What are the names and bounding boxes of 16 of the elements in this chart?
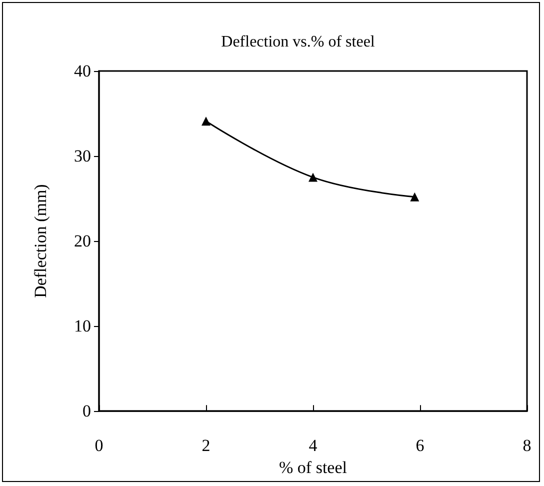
x-tick-label: 2: [202, 436, 210, 456]
point: [308, 172, 318, 182]
y-tick-label: 0: [82, 402, 91, 421]
x-tick-label: 6: [416, 436, 424, 456]
x-axis-title: % of steel: [279, 458, 348, 477]
chart-title: Deflection vs.% of steel: [221, 34, 376, 50]
x-tick-label: 4: [308, 436, 318, 456]
y-tick-label: 40: [74, 62, 91, 80]
point: [202, 116, 210, 126]
x-tick-label: 0: [94, 436, 104, 456]
x-tick-label: 8: [522, 436, 532, 456]
y-tick-label: 10: [74, 316, 91, 336]
y-axis-title: Deflection (mm): [31, 184, 50, 298]
y-tick-label: 30: [74, 146, 91, 166]
point: [410, 192, 420, 202]
y-tick-label: 20: [74, 232, 91, 251]
